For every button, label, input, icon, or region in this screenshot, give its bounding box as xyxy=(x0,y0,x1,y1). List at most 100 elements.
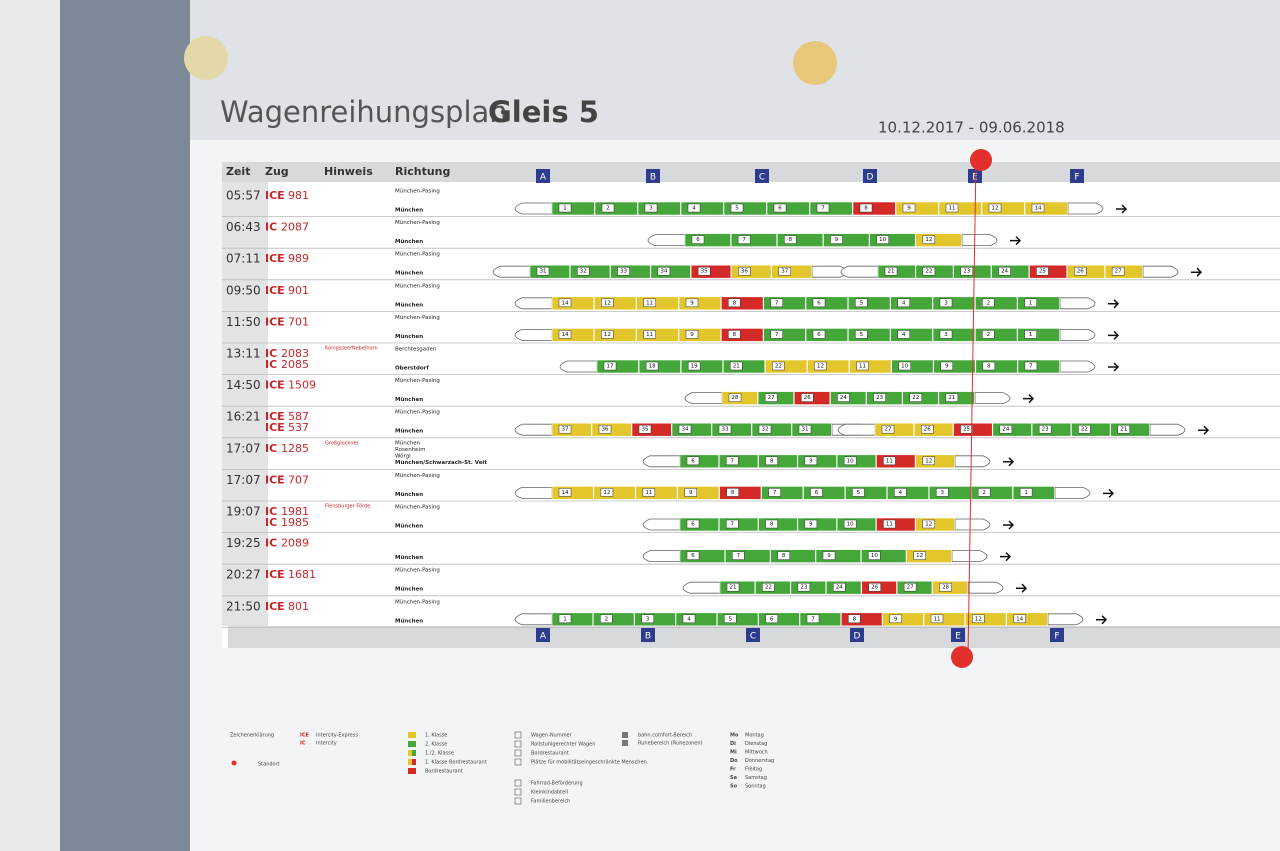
car xyxy=(758,517,798,532)
car-number: 6 xyxy=(817,332,821,338)
car-number: 36 xyxy=(602,427,609,433)
car-number: 5 xyxy=(857,490,861,496)
sector-label: A xyxy=(540,632,547,642)
car-number: 11 xyxy=(645,490,652,496)
car-number-box xyxy=(558,298,572,308)
direction-arrow xyxy=(1016,583,1028,593)
car-number-box xyxy=(814,361,827,371)
car xyxy=(678,328,722,342)
car-number: 5 xyxy=(860,332,864,338)
car-number-box xyxy=(762,582,775,592)
pin xyxy=(793,41,837,85)
car-number: 10 xyxy=(879,237,886,243)
car xyxy=(981,201,1025,216)
legend-icon xyxy=(514,758,522,766)
car xyxy=(593,612,635,627)
car-number: 26 xyxy=(871,585,878,591)
car-number-box xyxy=(998,266,1011,276)
car-number: 8 xyxy=(782,553,786,559)
car-number-box xyxy=(1074,266,1087,276)
car-number-box xyxy=(830,235,843,244)
hint: Großglockner xyxy=(325,440,360,446)
car xyxy=(610,264,651,279)
car-number-box xyxy=(909,393,922,402)
train-category: ICE xyxy=(265,284,285,297)
sector-box xyxy=(536,628,550,642)
car-number: 12 xyxy=(925,458,932,464)
car-number: 6 xyxy=(817,300,821,306)
car xyxy=(593,486,636,500)
direction-arrow xyxy=(1198,425,1210,435)
legend-icon xyxy=(514,797,522,805)
car xyxy=(636,328,679,342)
train-number: 537 xyxy=(288,421,309,434)
time: 13:11 xyxy=(226,347,261,361)
car xyxy=(848,296,891,311)
car xyxy=(596,359,639,374)
direction: München-Pasing xyxy=(395,220,440,226)
train-category: ICE xyxy=(265,568,285,581)
legend-label: 1./2. Klasse xyxy=(425,751,454,757)
car xyxy=(803,486,846,500)
time: 05:57 xyxy=(226,189,261,203)
car-number-box xyxy=(982,330,995,339)
train-category: IC xyxy=(265,537,277,550)
legend-label: Plätze für mobilitätseingeschränkte Mens… xyxy=(531,760,647,766)
direction-arrow xyxy=(1023,394,1035,404)
car-number-box xyxy=(913,551,926,560)
car-number-box xyxy=(536,266,550,276)
sector-box xyxy=(646,169,660,183)
car-number: 26 xyxy=(924,427,931,433)
car-number: 12 xyxy=(817,364,824,370)
sector-box xyxy=(536,169,550,183)
car-number-box xyxy=(972,614,985,624)
car-number: 7 xyxy=(737,553,741,559)
car-number-box xyxy=(801,393,814,402)
car-number: 27 xyxy=(885,427,892,433)
train-category: IC xyxy=(265,347,277,360)
car xyxy=(594,328,637,342)
direction-arrow xyxy=(1108,330,1120,340)
car-number-box xyxy=(982,361,996,371)
time: 19:25 xyxy=(226,536,261,550)
legend-day-abbr: Di xyxy=(730,741,736,747)
car-number: 21 xyxy=(733,364,740,370)
legend-icon xyxy=(622,732,628,738)
car-number-box xyxy=(726,456,739,466)
car-number-box xyxy=(685,298,699,308)
car-number-box xyxy=(855,298,868,308)
car-number-box xyxy=(726,582,740,592)
car-number: 8 xyxy=(853,616,857,622)
legend-icon xyxy=(622,740,628,746)
car xyxy=(882,612,924,627)
car xyxy=(551,201,595,216)
car-number: 9 xyxy=(945,364,949,370)
direction-arrow xyxy=(1103,488,1115,498)
car xyxy=(1017,328,1060,342)
direction: München xyxy=(395,302,423,308)
car-number-box xyxy=(945,203,959,213)
car xyxy=(551,328,595,342)
car-number: 2 xyxy=(605,616,609,622)
car-number: 7 xyxy=(773,490,777,496)
legend-label: Fahrrad-Beförderung xyxy=(531,781,583,787)
direction: München xyxy=(395,239,423,245)
car-number: 6 xyxy=(691,553,695,559)
train-number: 901 xyxy=(288,284,309,297)
car-number-box xyxy=(641,614,654,624)
train-number: 1981 xyxy=(281,505,309,518)
car xyxy=(874,422,914,437)
car-number-box xyxy=(922,456,935,466)
locomotive xyxy=(514,423,553,436)
train-category: IC xyxy=(265,516,277,529)
car-number-box xyxy=(601,330,614,339)
car-number: 35 xyxy=(701,269,708,275)
legend-label: bahn.comfort-Bereich xyxy=(638,733,692,739)
car xyxy=(890,296,933,311)
car-number-box xyxy=(988,203,1002,213)
car-number: 10 xyxy=(847,522,854,528)
locomotive xyxy=(840,265,879,278)
car xyxy=(591,422,632,437)
car-number: 26 xyxy=(804,395,811,401)
car-number: 27 xyxy=(768,395,775,401)
